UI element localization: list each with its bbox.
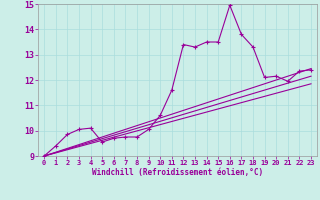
X-axis label: Windchill (Refroidissement éolien,°C): Windchill (Refroidissement éolien,°C) (92, 168, 263, 177)
